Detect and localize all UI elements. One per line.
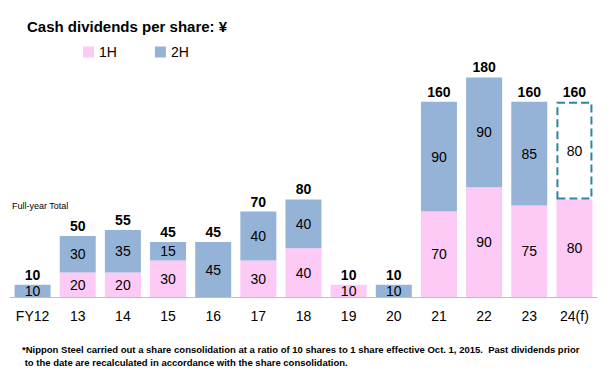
svg-text:20: 20 <box>115 277 131 293</box>
svg-text:40: 40 <box>296 216 312 232</box>
svg-text:45: 45 <box>205 224 221 240</box>
svg-text:40: 40 <box>251 228 267 244</box>
svg-text:21: 21 <box>431 308 447 324</box>
svg-text:10: 10 <box>25 283 41 299</box>
svg-text:80: 80 <box>296 181 312 197</box>
svg-text:22: 22 <box>476 308 492 324</box>
svg-text:24(f): 24(f) <box>560 308 589 324</box>
svg-text:30: 30 <box>251 271 267 287</box>
svg-text:17: 17 <box>251 308 267 324</box>
svg-text:15: 15 <box>160 308 176 324</box>
svg-text:2H: 2H <box>171 44 189 60</box>
svg-text:30: 30 <box>70 246 86 262</box>
svg-text:*Nippon Steel carried out a sh: *Nippon Steel carried out a share consol… <box>22 344 580 355</box>
svg-text:15: 15 <box>160 243 176 259</box>
svg-text:85: 85 <box>521 146 537 162</box>
svg-text:13: 13 <box>70 308 86 324</box>
svg-text:160: 160 <box>518 84 542 100</box>
svg-text:20: 20 <box>386 308 402 324</box>
svg-text:70: 70 <box>251 194 267 210</box>
svg-text:90: 90 <box>476 124 492 140</box>
svg-text:10: 10 <box>341 283 357 299</box>
svg-text:14: 14 <box>115 308 131 324</box>
svg-text:10: 10 <box>341 267 357 283</box>
svg-text:to the date are recalculated i: to the date are recalculated in accordan… <box>22 357 348 368</box>
svg-text:23: 23 <box>521 308 537 324</box>
svg-text:90: 90 <box>476 234 492 250</box>
svg-text:10: 10 <box>386 283 402 299</box>
svg-text:1H: 1H <box>99 44 117 60</box>
svg-text:30: 30 <box>160 271 176 287</box>
svg-text:45: 45 <box>160 224 176 240</box>
svg-text:70: 70 <box>431 246 447 262</box>
svg-text:FY12: FY12 <box>16 308 50 324</box>
svg-text:80: 80 <box>567 143 583 159</box>
svg-text:20: 20 <box>70 277 86 293</box>
svg-text:160: 160 <box>563 84 587 100</box>
svg-text:80: 80 <box>567 240 583 256</box>
svg-text:10: 10 <box>386 267 402 283</box>
svg-text:Cash dividends per share: ¥: Cash dividends per share: ¥ <box>27 18 228 35</box>
svg-text:Full-year Total: Full-year Total <box>12 201 68 211</box>
svg-text:50: 50 <box>70 218 86 234</box>
svg-text:40: 40 <box>296 265 312 281</box>
svg-text:19: 19 <box>341 308 357 324</box>
svg-text:45: 45 <box>205 262 221 278</box>
svg-text:10: 10 <box>25 267 41 283</box>
svg-text:35: 35 <box>115 243 131 259</box>
svg-text:90: 90 <box>431 149 447 165</box>
svg-text:160: 160 <box>427 84 451 100</box>
svg-text:18: 18 <box>296 308 312 324</box>
svg-text:180: 180 <box>472 59 496 75</box>
svg-text:75: 75 <box>521 243 537 259</box>
svg-text:55: 55 <box>115 212 131 228</box>
svg-text:16: 16 <box>205 308 221 324</box>
